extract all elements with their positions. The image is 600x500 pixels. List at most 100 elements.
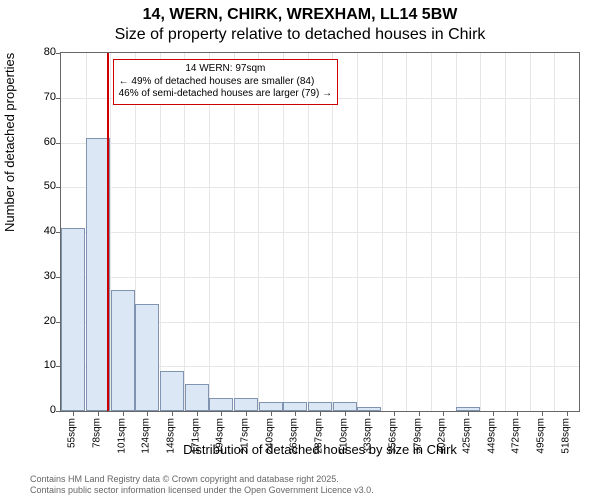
gridline-v: [554, 53, 555, 411]
xtick-mark: [517, 411, 518, 416]
xtick-label: 78sqm: [92, 418, 103, 448]
bar: [61, 228, 85, 411]
xtick-mark: [443, 411, 444, 416]
xtick-label: 101sqm: [116, 418, 127, 454]
ytick-label: 40: [26, 225, 56, 237]
ytick-label: 70: [26, 91, 56, 103]
gridline-v: [382, 53, 383, 411]
credit-line1: Contains HM Land Registry data © Crown c…: [30, 474, 374, 485]
xtick-mark: [369, 411, 370, 416]
gridline-v: [283, 53, 284, 411]
bar: [234, 398, 258, 411]
xtick-label: 402sqm: [437, 418, 448, 454]
ytick-label: 60: [26, 136, 56, 148]
credit-line2: Contains public sector information licen…: [30, 485, 374, 496]
xtick-label: 171sqm: [190, 418, 201, 454]
gridline-h: [61, 187, 579, 188]
xtick-mark: [295, 411, 296, 416]
xtick-mark: [345, 411, 346, 416]
xtick-label: 55sqm: [67, 418, 78, 448]
xtick-mark: [468, 411, 469, 416]
gridline-v: [456, 53, 457, 411]
ytick-label: 30: [26, 270, 56, 282]
credit-text: Contains HM Land Registry data © Crown c…: [30, 474, 374, 497]
annotation-box: 14 WERN: 97sqm ← 49% of detached houses …: [113, 59, 338, 105]
xtick-label: 472sqm: [511, 418, 522, 454]
xtick-label: 333sqm: [363, 418, 374, 454]
bar: [209, 398, 233, 411]
gridline-v: [258, 53, 259, 411]
xtick-mark: [567, 411, 568, 416]
gridline-v: [184, 53, 185, 411]
xtick-mark: [221, 411, 222, 416]
xtick-label: 124sqm: [141, 418, 152, 454]
gridline-v: [431, 53, 432, 411]
xtick-mark: [320, 411, 321, 416]
chart-subtitle: Size of property relative to detached ho…: [0, 26, 600, 44]
ytick-label: 0: [26, 404, 56, 416]
xtick-label: 356sqm: [388, 418, 399, 454]
xtick-mark: [73, 411, 74, 416]
gridline-v: [406, 53, 407, 411]
ytick-mark: [56, 187, 61, 188]
ytick-mark: [56, 98, 61, 99]
xtick-label: 148sqm: [166, 418, 177, 454]
xtick-mark: [98, 411, 99, 416]
ytick-mark: [56, 53, 61, 54]
bar: [357, 407, 381, 411]
annotation-line1: 14 WERN: 97sqm: [119, 63, 332, 76]
xtick-label: 287sqm: [314, 418, 325, 454]
xtick-label: 217sqm: [240, 418, 251, 454]
gridline-h: [61, 232, 579, 233]
xtick-mark: [493, 411, 494, 416]
xtick-label: 379sqm: [412, 418, 423, 454]
bar: [308, 402, 332, 411]
ytick-label: 80: [26, 46, 56, 58]
bar: [135, 304, 159, 411]
bar: [333, 402, 357, 411]
xtick-label: 240sqm: [264, 418, 275, 454]
bar: [111, 290, 135, 411]
gridline-v: [209, 53, 210, 411]
xtick-mark: [197, 411, 198, 416]
xtick-mark: [147, 411, 148, 416]
gridline-h: [61, 143, 579, 144]
xtick-mark: [394, 411, 395, 416]
xtick-label: 194sqm: [215, 418, 226, 454]
xtick-label: 425sqm: [462, 418, 473, 454]
ytick-label: 20: [26, 315, 56, 327]
bar: [456, 407, 480, 411]
bar: [283, 402, 307, 411]
xtick-label: 495sqm: [536, 418, 547, 454]
ytick-mark: [56, 143, 61, 144]
ytick-label: 50: [26, 180, 56, 192]
annotation-line2: ← 49% of detached houses are smaller (84…: [119, 76, 332, 89]
gridline-v: [160, 53, 161, 411]
chart-title: 14, WERN, CHIRK, WREXHAM, LL14 5BW: [0, 6, 600, 24]
xtick-label: 518sqm: [560, 418, 571, 454]
gridline-v: [530, 53, 531, 411]
gridline-h: [61, 277, 579, 278]
xtick-mark: [123, 411, 124, 416]
gridline-v: [505, 53, 506, 411]
gridline-v: [234, 53, 235, 411]
xtick-label: 263sqm: [289, 418, 300, 454]
bar: [160, 371, 184, 411]
ytick-label: 10: [26, 359, 56, 371]
xtick-mark: [271, 411, 272, 416]
bar: [185, 384, 209, 411]
xtick-label: 310sqm: [338, 418, 349, 454]
gridline-v: [480, 53, 481, 411]
xtick-mark: [172, 411, 173, 416]
gridline-v: [308, 53, 309, 411]
plot-area: 14 WERN: 97sqm ← 49% of detached houses …: [60, 52, 580, 412]
marker-line: [107, 53, 109, 411]
gridline-v: [332, 53, 333, 411]
chart-container: 14, WERN, CHIRK, WREXHAM, LL14 5BW Size …: [0, 0, 600, 500]
xtick-mark: [246, 411, 247, 416]
y-axis-label: Number of detached properties: [2, 53, 17, 232]
xtick-mark: [542, 411, 543, 416]
xtick-label: 449sqm: [486, 418, 497, 454]
bar: [259, 402, 283, 411]
annotation-line3: 46% of semi-detached houses are larger (…: [119, 88, 332, 101]
